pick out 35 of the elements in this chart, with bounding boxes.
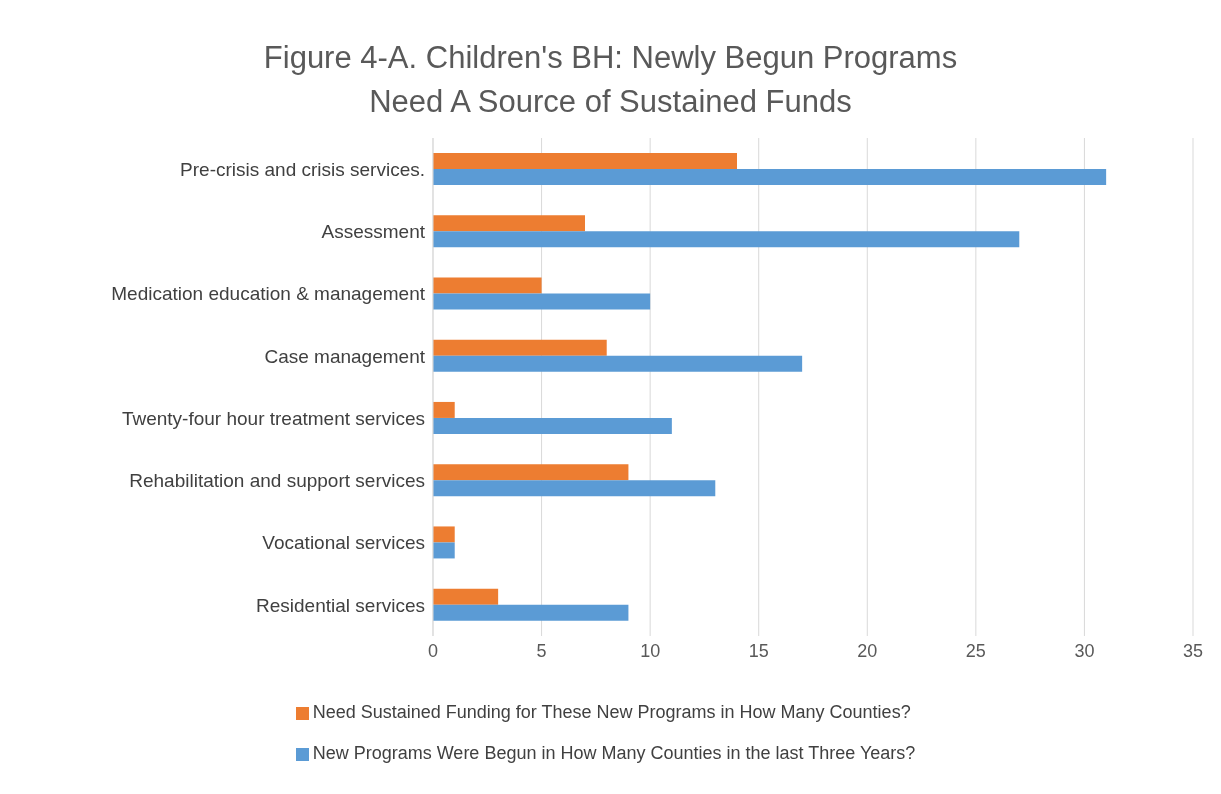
- y-tick-label: Rehabilitation and support services: [129, 470, 425, 492]
- chart-title: Figure 4-A. Children's BH: Newly Begun Programs Need A Source of Sustained Funds: [262, 39, 959, 121]
- x-tick-label: 15: [748, 640, 769, 661]
- bar: [433, 168, 1107, 185]
- bar: [433, 277, 542, 294]
- bar: [433, 152, 737, 169]
- bar: [433, 293, 651, 310]
- x-tick-label: 20: [857, 640, 878, 661]
- x-tick-label: 5: [536, 640, 547, 661]
- x-tick-label: 10: [640, 640, 661, 661]
- bar: [433, 215, 585, 232]
- y-tick-label: Vocational services: [262, 532, 425, 554]
- y-tick-label: Pre-crisis and crisis services.: [180, 158, 425, 180]
- x-tick-label: 35: [1182, 640, 1204, 661]
- y-tick-label: Medication education & management: [111, 283, 426, 305]
- y-tick-label: Assessment: [321, 221, 426, 243]
- bar: [433, 526, 455, 543]
- bar: [433, 355, 803, 372]
- bar: [433, 401, 455, 418]
- bar: [433, 231, 1020, 248]
- x-tick-label: 30: [1074, 640, 1095, 661]
- bar: [433, 542, 455, 559]
- x-tick-label: 0: [427, 640, 439, 661]
- bar: [433, 339, 607, 356]
- bar: [433, 604, 629, 621]
- y-tick-label: Case management: [264, 345, 426, 367]
- legend-label: Need Sustained Funding for These New Programs in How Many Counties?: [312, 702, 911, 722]
- y-tick-label: Twenty-four hour treatment services: [121, 407, 425, 429]
- bar: [433, 417, 672, 434]
- bar: [433, 480, 716, 497]
- legend-label: New Programs Were Begun in How Many Counties in the last Three Years?: [312, 743, 916, 763]
- bar: [433, 464, 629, 481]
- x-tick-label: 25: [965, 640, 986, 661]
- y-tick-label: Residential services: [256, 594, 425, 616]
- bar: [433, 588, 499, 605]
